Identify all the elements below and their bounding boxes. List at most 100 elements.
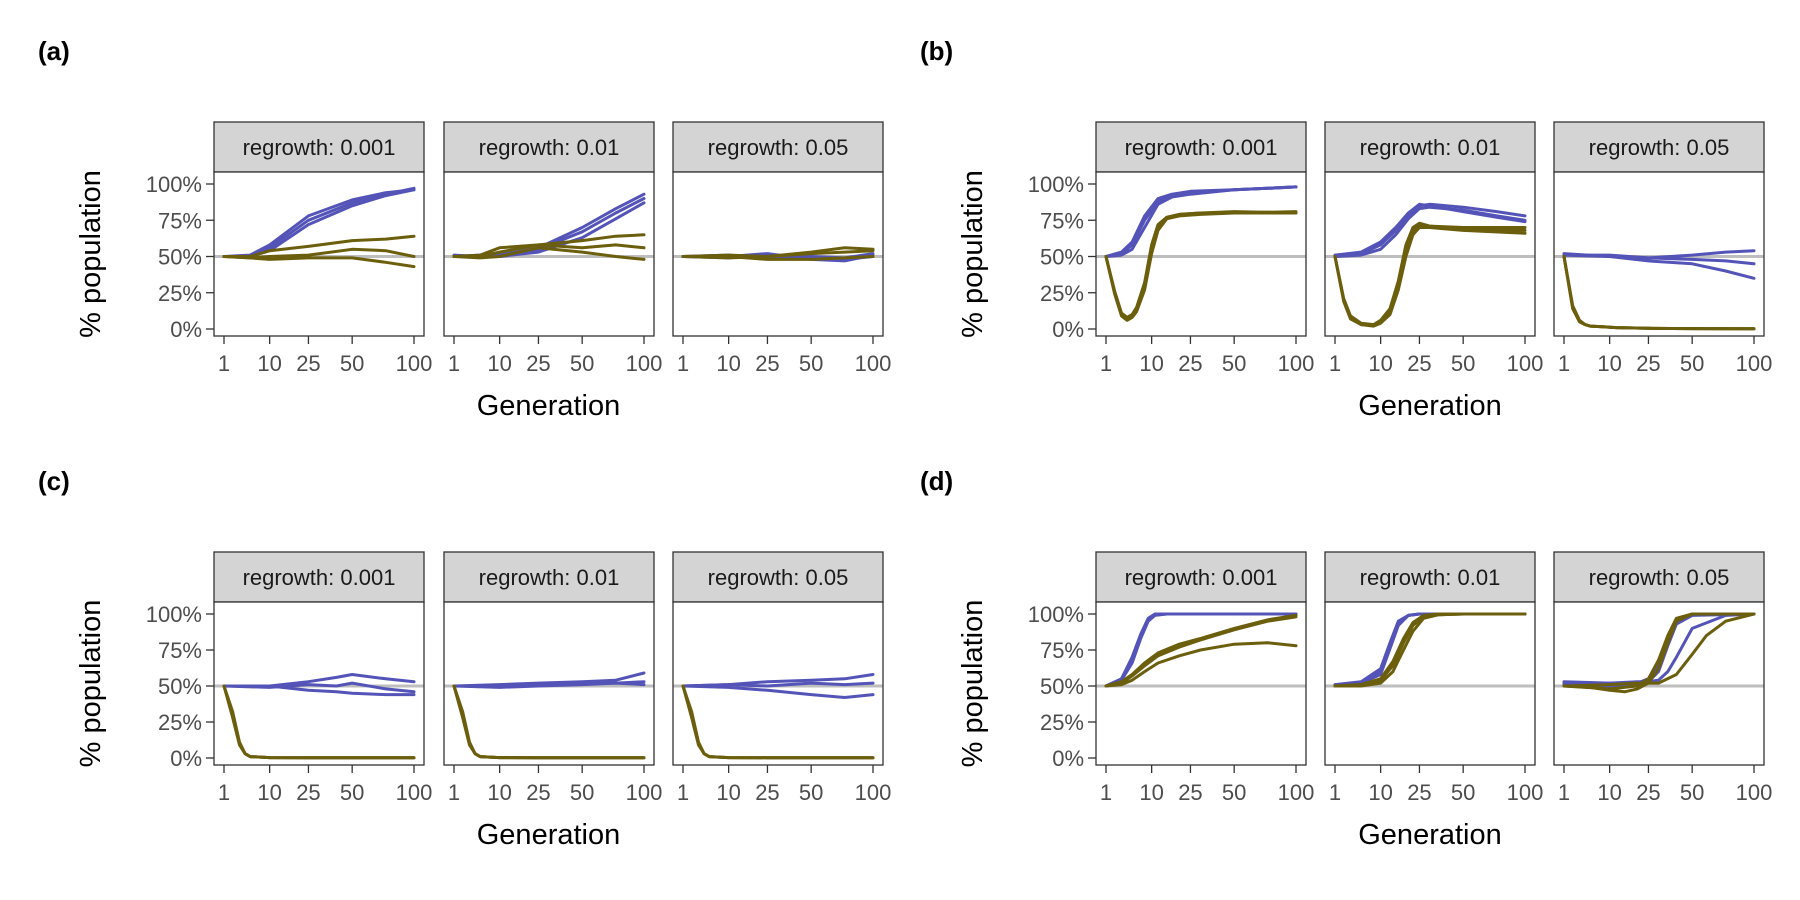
x-tick-label: 25: [296, 780, 320, 805]
series-line-blue: [1104, 612, 1298, 688]
x-tick-label: 1: [1329, 780, 1341, 805]
y-tick-label: 50%: [158, 245, 202, 270]
facet-2: regrowth: 0.05 1 10 25 50 100: [1553, 551, 1772, 805]
x-tick-label: 10: [487, 351, 511, 376]
x-tick-label: 100: [1507, 780, 1544, 805]
series-line-blue: [452, 681, 646, 689]
y-tick-label: 25%: [158, 710, 202, 735]
series-line-olive: [222, 255, 416, 269]
x-tick-label: 50: [799, 351, 823, 376]
series-line-olive: [1562, 255, 1756, 331]
series-line-olive: [1104, 641, 1298, 688]
x-tick-label: 1: [448, 351, 460, 376]
x-tick-label: 50: [570, 351, 594, 376]
x-tick-label: 25: [1178, 351, 1202, 376]
facet-border: [1553, 171, 1765, 337]
facet-strip: [213, 551, 425, 603]
facet-border: [213, 171, 425, 337]
y-axis-title: % population: [957, 170, 989, 338]
panel-c: (c) % population 0% 25% 50% 75% 100% Generation…: [38, 466, 891, 851]
x-tick-label: 1: [448, 780, 460, 805]
series-line-olive: [222, 684, 416, 760]
facet-1: regrowth: 0.01 1 10 25 50 100: [443, 121, 663, 376]
facet-2: regrowth: 0.05 1 10 25 50 100: [1553, 121, 1773, 376]
series-line-olive: [1333, 226, 1527, 328]
y-tick-label: 75%: [158, 638, 202, 663]
y-tick-label: 75%: [1040, 208, 1084, 233]
x-axis-title: Generation: [1358, 390, 1502, 422]
x-axis-title: Generation: [477, 819, 621, 851]
x-axis-title: Generation: [477, 390, 621, 422]
x-tick-label: 25: [1407, 351, 1431, 376]
x-tick-label: 25: [755, 351, 779, 376]
facet-1: regrowth: 0.01 1 10 25 50 100: [1324, 551, 1544, 805]
facet-0: regrowth: 0.001 1 10 25 50 100: [213, 551, 433, 805]
x-tick-label: 25: [755, 780, 779, 805]
x-tick-label: 10: [1139, 351, 1163, 376]
x-tick-label: 100: [855, 351, 892, 376]
x-tick-label: 100: [1278, 351, 1315, 376]
y-tick-label: 75%: [158, 208, 202, 233]
y-tick-label: 50%: [1040, 245, 1084, 270]
y-tick-label: 50%: [158, 674, 202, 699]
y-axis-title: % population: [957, 600, 989, 768]
x-tick-label: 100: [396, 351, 433, 376]
x-tick-label: 25: [1636, 780, 1660, 805]
x-tick-label: 50: [570, 780, 594, 805]
x-tick-label: 10: [716, 780, 740, 805]
x-tick-label: 1: [1329, 351, 1341, 376]
y-tick-label: 0%: [1052, 317, 1084, 342]
x-tick-label: 50: [340, 351, 364, 376]
facet-plot-area: [1096, 602, 1306, 765]
y-tick-label: 0%: [170, 746, 202, 771]
facet-strip: [1095, 121, 1307, 173]
x-tick-label: 100: [626, 351, 663, 376]
x-tick-label: 1: [1100, 780, 1112, 805]
facet-1: regrowth: 0.01 1 10 25 50 100: [1324, 121, 1543, 376]
facet-strip-label: regrowth: 0.01: [1360, 135, 1501, 160]
facet-border: [213, 601, 425, 766]
facet-plot-area: [214, 602, 424, 765]
x-tick-label: 10: [1368, 780, 1392, 805]
x-tick-label: 100: [396, 780, 433, 805]
y-tick-label: 100%: [146, 602, 202, 627]
x-tick-label: 50: [1680, 351, 1704, 376]
x-tick-label: 10: [716, 351, 740, 376]
x-tick-label: 100: [1736, 351, 1773, 376]
series-line-olive: [1104, 615, 1298, 688]
x-tick-label: 50: [1680, 780, 1704, 805]
x-tick-label: 50: [799, 780, 823, 805]
series-line-olive: [1562, 612, 1756, 688]
facet-border: [1324, 171, 1536, 337]
panel-label: (a): [38, 36, 70, 66]
series-line-olive: [681, 255, 875, 261]
series-line-olive: [1104, 210, 1298, 319]
x-tick-label: 50: [1451, 351, 1475, 376]
facet-strip-label: regrowth: 0.05: [708, 565, 849, 590]
x-tick-label: 25: [1178, 780, 1202, 805]
facet-border: [443, 171, 655, 337]
y-tick-label: 0%: [170, 317, 202, 342]
facet-strip: [1553, 551, 1765, 603]
panel-label: (c): [38, 466, 70, 496]
x-tick-label: 1: [1100, 351, 1112, 376]
x-tick-label: 50: [340, 780, 364, 805]
x-tick-label: 50: [1451, 780, 1475, 805]
x-tick-label: 10: [1139, 780, 1163, 805]
facet-strip-label: regrowth: 0.01: [479, 565, 620, 590]
panel-d: (d) % population 0% 25% 50% 75% 100% Generation…: [920, 466, 1772, 851]
facet-border: [1095, 171, 1307, 337]
x-tick-label: 1: [218, 780, 230, 805]
x-tick-label: 1: [1558, 780, 1570, 805]
facet-strip: [1553, 121, 1765, 173]
facet-0: regrowth: 0.001 1 10 25 50 100: [1095, 121, 1315, 376]
facet-strip-label: regrowth: 0.001: [1125, 135, 1278, 160]
y-tick-label: 25%: [1040, 281, 1084, 306]
x-tick-label: 1: [677, 351, 689, 376]
x-tick-label: 25: [296, 351, 320, 376]
facet-strip-label: regrowth: 0.001: [1125, 565, 1278, 590]
facet-strip: [443, 551, 655, 603]
x-tick-label: 100: [626, 780, 663, 805]
x-axis-title: Generation: [1358, 819, 1502, 851]
x-tick-label: 25: [1407, 780, 1431, 805]
